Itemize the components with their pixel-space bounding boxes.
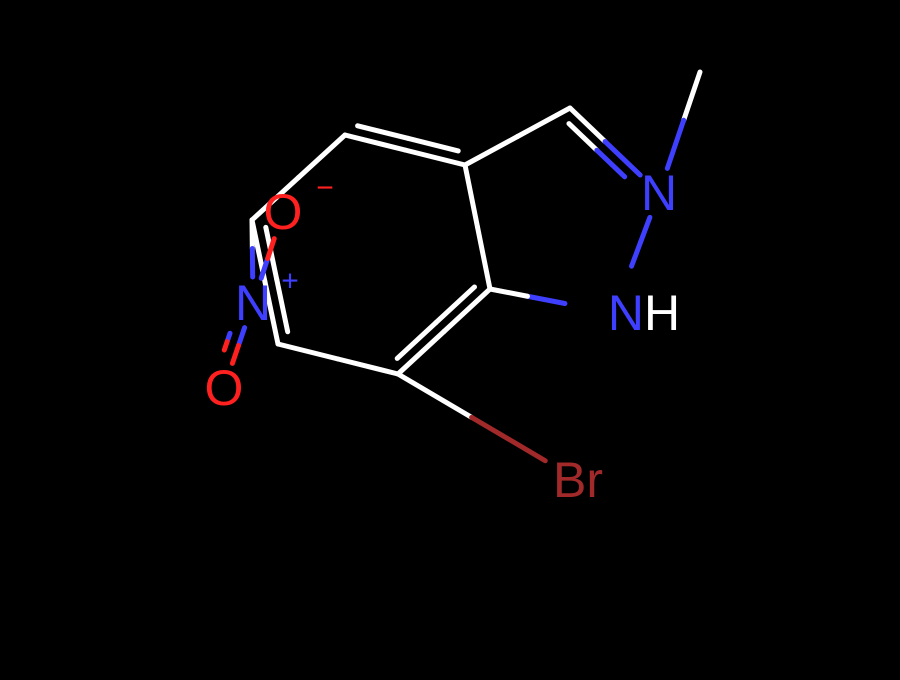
atom-charge-O1: −	[316, 172, 334, 205]
molecule-diagram: NNHN+O−OBr	[0, 0, 900, 680]
atom-label-O2: O	[205, 360, 244, 416]
atom-label-Br1: Br	[553, 452, 603, 508]
atom-label-N1: N	[641, 165, 677, 221]
atom-label-O1: O	[264, 184, 303, 240]
atom-label-N3: N	[235, 275, 271, 331]
atom-charge-N3: +	[281, 265, 299, 298]
atom-label-N2: NH	[608, 285, 680, 341]
